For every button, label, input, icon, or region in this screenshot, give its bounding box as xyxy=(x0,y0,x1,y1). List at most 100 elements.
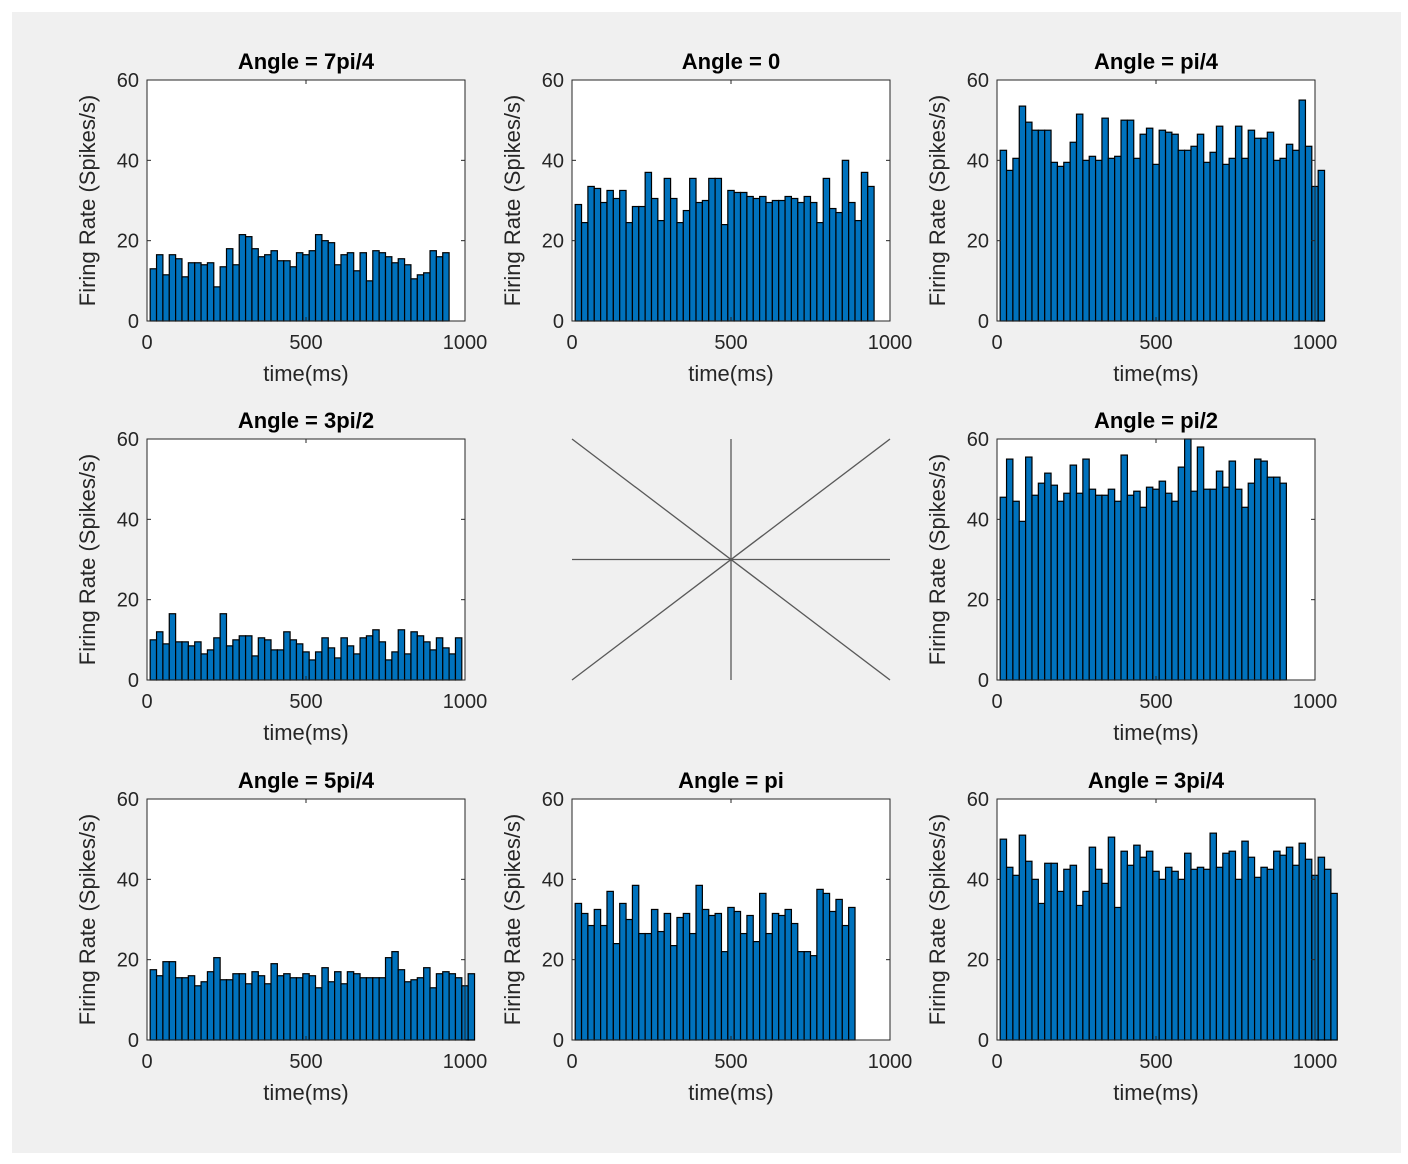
histogram-bar xyxy=(1203,161,1211,322)
histogram-bar xyxy=(346,971,355,1041)
x-tick-label: 0 xyxy=(991,1051,1002,1073)
histogram-bar xyxy=(327,242,336,322)
histogram-bar xyxy=(841,159,850,322)
y-tick-label: 0 xyxy=(553,1030,564,1052)
histogram-bar xyxy=(251,655,259,681)
histogram-bar xyxy=(308,659,317,681)
histogram-bar xyxy=(289,266,298,322)
histogram-bar xyxy=(1196,133,1205,322)
histogram-bar xyxy=(289,977,298,1041)
subplot-title: Angle = 7pi/4 xyxy=(238,49,375,74)
histogram-bar xyxy=(682,912,691,1041)
histogram-bar xyxy=(752,197,761,322)
histogram-bar xyxy=(213,957,221,1041)
histogram-bar xyxy=(1273,850,1281,1041)
histogram-bar xyxy=(1184,438,1192,681)
histogram-bar xyxy=(1190,145,1198,322)
histogram-bar xyxy=(1050,484,1059,681)
histogram-bar xyxy=(353,270,361,322)
y-tick-label: 0 xyxy=(128,670,139,692)
histogram-bar xyxy=(1228,157,1237,322)
y-tick-label: 40 xyxy=(967,150,989,172)
histogram-bar xyxy=(1152,870,1160,1041)
histogram-bar xyxy=(1114,155,1122,322)
histogram-bar xyxy=(612,943,621,1041)
histogram-bar xyxy=(1164,866,1173,1041)
histogram-bar xyxy=(257,637,266,681)
histogram-bar xyxy=(1273,159,1281,322)
y-tick-label: 60 xyxy=(967,70,989,92)
histogram-bar xyxy=(181,977,189,1041)
histogram-bar xyxy=(867,185,875,322)
histogram-bar xyxy=(1107,836,1116,1041)
histogram-bar xyxy=(1005,169,1014,322)
x-tick-label: 0 xyxy=(566,1051,577,1073)
histogram-bar xyxy=(283,973,291,1041)
histogram-bar xyxy=(720,224,729,322)
histogram-bar xyxy=(213,286,221,322)
histogram-bar xyxy=(1120,119,1128,322)
histogram-bar xyxy=(308,250,317,322)
histogram-bar xyxy=(1069,864,1078,1041)
histogram-bar xyxy=(416,977,425,1041)
histogram-bar xyxy=(657,219,665,322)
histogram-bar xyxy=(765,932,773,1041)
histogram-bar xyxy=(155,975,164,1041)
bar-series xyxy=(149,613,463,681)
histogram-bar xyxy=(1133,490,1141,681)
histogram-bar xyxy=(701,908,710,1041)
histogram-bar xyxy=(429,250,437,322)
histogram-bar xyxy=(276,975,285,1041)
x-tick-label: 1000 xyxy=(1293,691,1338,713)
histogram-bar xyxy=(1005,866,1014,1041)
histogram-bar xyxy=(1209,488,1218,681)
histogram-bar xyxy=(1088,488,1097,681)
histogram-bar xyxy=(778,914,786,1041)
histogram-bar xyxy=(644,932,653,1041)
histogram-bar xyxy=(340,254,348,322)
histogram-bar xyxy=(625,221,634,322)
histogram-bar xyxy=(676,916,684,1041)
y-tick-label: 0 xyxy=(553,311,564,333)
x-tick-label: 500 xyxy=(289,332,322,354)
histogram-bar xyxy=(200,653,209,681)
histogram-bar xyxy=(340,983,348,1041)
histogram-bar xyxy=(194,985,202,1041)
histogram-bar xyxy=(365,977,374,1041)
histogram-bar xyxy=(1215,470,1224,681)
histogram-bar xyxy=(759,195,767,322)
histogram-bar xyxy=(1260,866,1268,1041)
histogram-bar xyxy=(1139,133,1148,322)
histogram-bar xyxy=(1107,157,1116,322)
y-axis-label: Firing Rate (Spikes/s) xyxy=(75,814,100,1026)
direction-compass xyxy=(571,438,891,681)
histogram-bar xyxy=(283,260,291,322)
histogram-bar xyxy=(423,641,431,681)
histogram-bar xyxy=(321,637,329,681)
subplot-angle-pi: 0 20 40 60 0 500 1000 Angle = pi time(ms) Firing … xyxy=(500,768,912,1105)
histogram-bar xyxy=(822,892,831,1041)
histogram-bar xyxy=(1190,490,1198,681)
histogram-bar xyxy=(1075,113,1084,322)
histogram-bar xyxy=(600,201,608,322)
histogram-bar xyxy=(841,924,850,1041)
x-axis-label: time(ms) xyxy=(263,1080,349,1105)
histogram-bar xyxy=(1234,488,1243,681)
histogram-bar xyxy=(454,977,463,1041)
histogram-bar xyxy=(1069,464,1078,681)
y-axis-label: Firing Rate (Spikes/s) xyxy=(75,95,100,307)
histogram-bar xyxy=(175,258,183,322)
histogram-bar xyxy=(162,961,170,1041)
histogram-bar xyxy=(644,171,653,322)
y-tick-label: 40 xyxy=(542,869,564,891)
histogram-bar xyxy=(1152,163,1160,322)
histogram-bar xyxy=(1145,850,1154,1041)
histogram-bar xyxy=(587,185,595,322)
y-tick-label: 40 xyxy=(542,150,564,172)
histogram-bar xyxy=(625,918,634,1041)
x-tick-label: 0 xyxy=(991,332,1002,354)
histogram-bar xyxy=(251,971,259,1041)
histogram-bar xyxy=(1005,458,1014,681)
histogram-bar xyxy=(334,971,342,1041)
subplot-title: Angle = 5pi/4 xyxy=(238,768,375,793)
